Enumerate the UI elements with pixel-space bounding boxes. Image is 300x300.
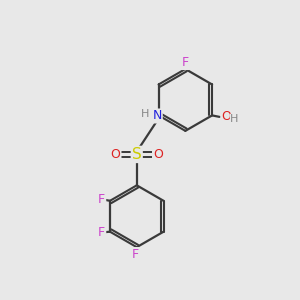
Text: S: S: [132, 147, 142, 162]
Text: F: F: [98, 193, 105, 206]
Text: F: F: [182, 56, 189, 69]
Text: H: H: [230, 114, 239, 124]
Text: F: F: [132, 248, 139, 261]
Text: H: H: [141, 109, 150, 119]
Text: N: N: [152, 110, 162, 122]
Text: F: F: [98, 226, 105, 239]
Text: O: O: [111, 148, 121, 161]
Text: O: O: [221, 110, 231, 123]
Text: O: O: [153, 148, 163, 161]
